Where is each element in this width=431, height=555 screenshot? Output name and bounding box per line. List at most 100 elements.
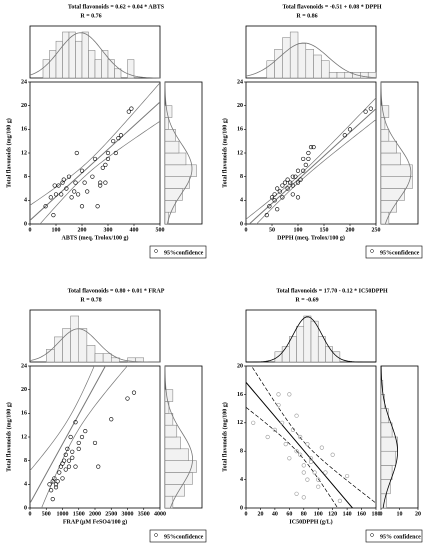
data-point xyxy=(98,180,103,185)
data-point xyxy=(55,479,60,484)
data-point xyxy=(79,168,85,173)
plot-frame xyxy=(245,365,377,509)
legend-box xyxy=(365,245,423,259)
histogram-bar xyxy=(325,346,333,363)
normal-curve xyxy=(245,42,377,79)
data-point xyxy=(277,189,282,194)
data-point xyxy=(275,186,280,191)
x-tick-label: 80 xyxy=(301,511,307,517)
regression-line xyxy=(30,366,106,504)
data-point xyxy=(53,192,59,197)
normal-curve xyxy=(164,81,193,225)
histogram-bar xyxy=(164,140,180,154)
data-point xyxy=(342,133,347,138)
confidence-band xyxy=(30,82,160,206)
normal-curve xyxy=(245,316,377,363)
x-tick-label: 500 xyxy=(42,511,51,517)
plot-area xyxy=(246,366,376,508)
data-point xyxy=(269,195,275,200)
data-point xyxy=(363,109,368,114)
legend-marker xyxy=(370,249,374,253)
data-point xyxy=(105,150,111,156)
data-point xyxy=(295,168,301,173)
data-point xyxy=(301,463,306,468)
x-tick-label: 180 xyxy=(372,511,381,517)
histogram-bar xyxy=(380,105,390,118)
data-point xyxy=(59,192,64,197)
histogram-bar xyxy=(380,436,398,452)
confidence-band xyxy=(246,407,339,508)
histogram-bar xyxy=(310,320,319,363)
data-point xyxy=(308,144,314,150)
plot-frame xyxy=(245,81,377,225)
x-tick-label: 400 xyxy=(130,227,139,233)
data-point xyxy=(68,434,73,440)
x-tick-label: 200 xyxy=(346,227,355,233)
x-tick-label: 0 xyxy=(245,511,248,517)
y-tick-label: 8 xyxy=(24,174,27,180)
data-point xyxy=(301,470,306,475)
histogram-bar xyxy=(164,436,181,450)
chart-title: Total flavonoids = 0.62 + 0.04 * ABTS xyxy=(68,4,165,10)
data-point xyxy=(98,183,103,188)
histogram-bar xyxy=(102,353,112,363)
legend-box xyxy=(365,529,423,543)
data-point xyxy=(298,434,303,440)
data-point xyxy=(73,420,78,425)
histogram-bar xyxy=(266,60,275,79)
data-point xyxy=(51,213,56,218)
histogram-bar xyxy=(75,40,83,79)
data-point xyxy=(294,413,299,418)
data-point xyxy=(100,165,105,170)
data-point xyxy=(63,452,68,457)
y-tick-label: 8 xyxy=(240,174,243,180)
histogram-bar xyxy=(114,68,122,79)
data-point xyxy=(290,192,295,197)
histogram-bar xyxy=(332,351,341,363)
x-tick-label: 20 xyxy=(415,511,421,517)
data-point xyxy=(345,473,350,479)
x-tick-label: 250 xyxy=(372,227,381,233)
y-tick-label: 20 xyxy=(21,387,27,393)
regression-line xyxy=(30,101,160,221)
legend-box xyxy=(149,245,207,259)
x-axis-label: IC50DPPH (g/L) xyxy=(289,518,332,525)
normal-curve xyxy=(29,328,161,363)
data-point xyxy=(319,445,324,450)
x-tick-label: 100 xyxy=(294,227,303,233)
data-point xyxy=(52,183,57,188)
chart-subtitle: R = 0.78 xyxy=(80,297,101,303)
data-point xyxy=(79,434,85,440)
data-point xyxy=(49,488,54,493)
confidence-band xyxy=(30,366,95,471)
y-axis-label: Total flavonoids (mg/100 g) xyxy=(221,118,228,188)
histogram-bar xyxy=(305,49,314,79)
x-tick-label: 1500 xyxy=(73,511,85,517)
histogram-bar xyxy=(46,349,55,363)
y-tick-label: 16 xyxy=(237,392,243,398)
data-point xyxy=(265,434,270,440)
histogram-bar xyxy=(164,424,178,438)
histogram-bar xyxy=(49,50,57,79)
chart-subtitle: R = 0.86 xyxy=(296,13,317,19)
histogram-bar xyxy=(297,43,307,79)
data-point xyxy=(308,459,314,464)
data-point xyxy=(267,204,272,209)
data-point xyxy=(337,498,342,504)
data-point xyxy=(63,467,68,472)
data-point xyxy=(50,497,55,502)
data-point xyxy=(73,180,78,185)
data-point xyxy=(288,180,293,185)
data-point xyxy=(295,195,301,200)
confidence-band xyxy=(256,119,376,224)
data-point xyxy=(70,449,75,454)
x-tick-label: 160 xyxy=(357,511,366,517)
y-tick-label: 16 xyxy=(21,411,27,417)
confidence-band xyxy=(39,120,160,224)
x-tick-label: 50 xyxy=(269,227,275,233)
data-point xyxy=(295,180,301,185)
x-tick-label: 100 xyxy=(52,227,61,233)
legend-box xyxy=(149,529,207,543)
data-point xyxy=(251,420,256,425)
x-axis-label: DPPH (meq. Trolox/100 g) xyxy=(277,234,345,241)
